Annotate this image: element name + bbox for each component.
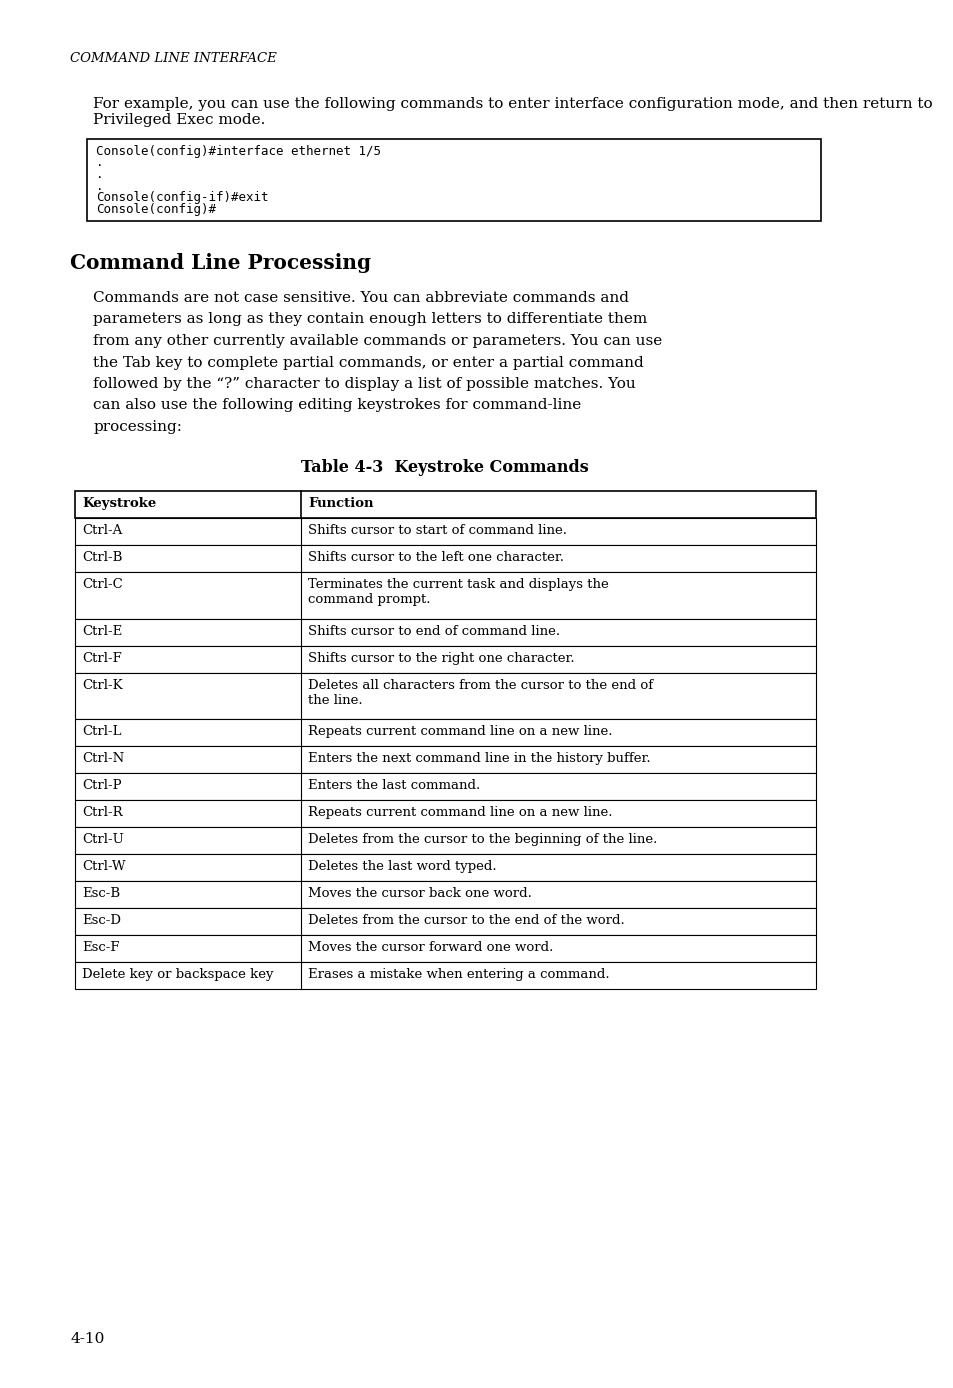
Text: Shifts cursor to start of command line.: Shifts cursor to start of command line. [308, 525, 567, 537]
Text: Esc-B: Esc-B [82, 887, 120, 901]
Bar [74, 519, 815, 545]
Bar [74, 673, 815, 719]
Text: Function: Function [308, 497, 374, 511]
Text: Repeats current command line on a new line.: Repeats current command line on a new li… [308, 806, 612, 819]
Text: Deletes all characters from the cursor to the end of
the line.: Deletes all characters from the cursor t… [308, 679, 653, 706]
Bar [74, 936, 815, 962]
Text: Ctrl-L: Ctrl-L [82, 726, 122, 738]
Bar [74, 909, 815, 936]
FancyBboxPatch shape [87, 139, 820, 221]
Text: Shifts cursor to the left one character.: Shifts cursor to the left one character. [308, 551, 563, 565]
Text: Table 4-3  Keystroke Commands: Table 4-3 Keystroke Commands [301, 459, 589, 476]
Text: .: . [96, 168, 104, 180]
Text: Shifts cursor to the right one character.: Shifts cursor to the right one character… [308, 652, 575, 665]
Text: from any other currently available commands or parameters. You can use: from any other currently available comma… [93, 335, 662, 348]
Text: Ctrl-W: Ctrl-W [82, 861, 126, 873]
Text: followed by the “?” character to display a list of possible matches. You: followed by the “?” character to display… [93, 378, 636, 391]
Text: Repeats current command line on a new line.: Repeats current command line on a new li… [308, 726, 612, 738]
Text: can also use the following editing keystrokes for command-line: can also use the following editing keyst… [93, 398, 581, 412]
Text: Deletes from the cursor to the end of the word.: Deletes from the cursor to the end of th… [308, 915, 624, 927]
Text: Ctrl-P: Ctrl-P [82, 780, 122, 793]
Text: Keystroke: Keystroke [82, 497, 156, 511]
Text: .: . [96, 179, 104, 193]
Text: Erases a mistake when entering a command.: Erases a mistake when entering a command… [308, 969, 609, 981]
Text: Ctrl-R: Ctrl-R [82, 806, 123, 819]
Text: Ctrl-U: Ctrl-U [82, 834, 124, 847]
Bar [74, 719, 815, 747]
Bar [74, 491, 815, 519]
Bar [74, 645, 815, 673]
Text: processing:: processing: [93, 421, 182, 434]
Text: 4-10: 4-10 [70, 1332, 104, 1346]
Bar [74, 962, 815, 990]
Bar [74, 773, 815, 801]
Text: parameters as long as they contain enough letters to differentiate them: parameters as long as they contain enoug… [93, 312, 647, 326]
Text: Esc-F: Esc-F [82, 941, 119, 955]
Bar [74, 801, 815, 827]
Text: the Tab key to complete partial commands, or enter a partial command: the Tab key to complete partial commands… [93, 355, 643, 369]
Text: Console(config)#interface ethernet 1/5: Console(config)#interface ethernet 1/5 [96, 144, 381, 158]
Text: Ctrl-N: Ctrl-N [82, 752, 124, 766]
Text: Ctrl-A: Ctrl-A [82, 525, 122, 537]
Text: Shifts cursor to end of command line.: Shifts cursor to end of command line. [308, 625, 559, 638]
Text: .: . [96, 157, 104, 169]
Text: Console(config-if)#exit: Console(config-if)#exit [96, 192, 269, 204]
Text: Ctrl-F: Ctrl-F [82, 652, 122, 665]
Bar [74, 619, 815, 645]
Text: Deletes the last word typed.: Deletes the last word typed. [308, 861, 497, 873]
Text: Console(config)#: Console(config)# [96, 203, 216, 215]
Text: Moves the cursor back one word.: Moves the cursor back one word. [308, 887, 532, 901]
Bar [74, 747, 815, 773]
Text: Ctrl-E: Ctrl-E [82, 625, 122, 638]
Bar [74, 855, 815, 881]
Text: Terminates the current task and displays the
command prompt.: Terminates the current task and displays… [308, 579, 608, 607]
Text: For example, you can use the following commands to enter interface configuration: For example, you can use the following c… [93, 97, 932, 128]
Text: Commands are not case sensitive. You can abbreviate commands and: Commands are not case sensitive. You can… [93, 291, 629, 305]
Text: Command Line Processing: Command Line Processing [70, 253, 371, 273]
Text: Ctrl-B: Ctrl-B [82, 551, 122, 565]
Text: COMMAND LINE INTERFACE: COMMAND LINE INTERFACE [70, 51, 276, 65]
Text: Ctrl-C: Ctrl-C [82, 579, 123, 591]
Text: Deletes from the cursor to the beginning of the line.: Deletes from the cursor to the beginning… [308, 834, 657, 847]
Text: Enters the last command.: Enters the last command. [308, 780, 480, 793]
Text: Esc-D: Esc-D [82, 915, 121, 927]
Bar [74, 545, 815, 572]
Bar [74, 881, 815, 909]
Text: Delete key or backspace key: Delete key or backspace key [82, 969, 274, 981]
Bar [74, 572, 815, 619]
Text: Enters the next command line in the history buffer.: Enters the next command line in the hist… [308, 752, 650, 766]
Bar [74, 827, 815, 855]
Text: Moves the cursor forward one word.: Moves the cursor forward one word. [308, 941, 553, 955]
Text: Ctrl-K: Ctrl-K [82, 679, 123, 693]
